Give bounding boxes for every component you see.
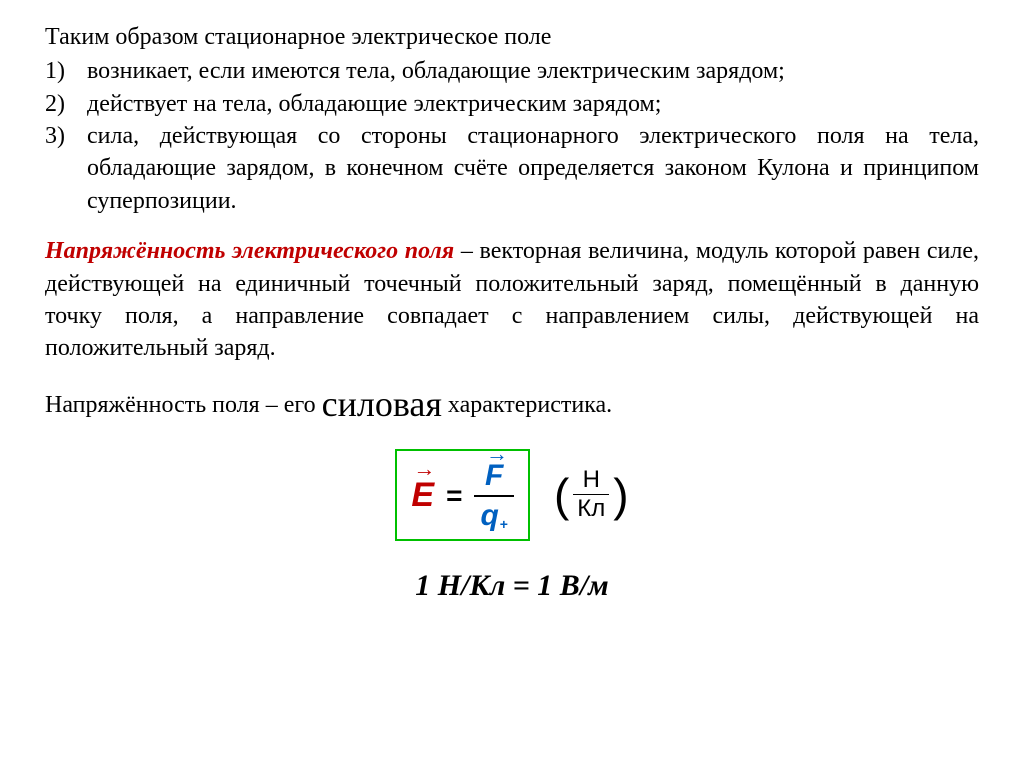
list-number: 1)	[45, 55, 87, 87]
list-item: 2) действует на тела, обладающие электри…	[45, 88, 979, 120]
fraction: → F q+	[474, 459, 514, 533]
units-parentheses: ( Н Кл )	[554, 466, 629, 523]
E-vector: → E	[411, 476, 434, 515]
char-emphasis: силовая	[322, 384, 442, 424]
list-number: 3)	[45, 120, 87, 217]
intro-line: Таким образом стационарное электрическое…	[45, 22, 979, 53]
summary-list: 1) возникает, если имеются тела, обладаю…	[45, 55, 979, 217]
arrow-icon: →	[413, 466, 435, 472]
list-item: 3) сила, действующая со стороны стациона…	[45, 120, 979, 217]
open-paren: (	[554, 472, 569, 518]
formula-box: → E = → F q+	[395, 449, 530, 541]
definition-term: Напряжённость электрического поля	[45, 238, 454, 264]
q-subscript-plus: +	[500, 516, 508, 532]
units-fraction: Н Кл	[573, 466, 609, 523]
F-vector: → F	[485, 459, 503, 493]
list-text: сила, действующая со стороны стационарно…	[87, 120, 979, 217]
list-text: возникает, если имеются тела, обладающие…	[87, 55, 979, 87]
formula-row: → E = → F q+ ( Н	[45, 449, 979, 541]
q-symbol: q	[480, 499, 498, 532]
arrow-icon: →	[486, 451, 508, 457]
list-text: действует на тела, обладающие электричес…	[87, 88, 979, 120]
unit-coulomb: Кл	[573, 495, 609, 523]
list-item: 1) возникает, если имеются тела, обладаю…	[45, 55, 979, 87]
characteristic-line: Напряжённость поля – его силовая характе…	[45, 383, 979, 425]
definition-paragraph: Напряжённость электрического поля – вект…	[45, 235, 979, 365]
E-symbol: E	[411, 476, 434, 514]
char-pre: Напряжённость поля – его	[45, 392, 322, 418]
unit-newton: Н	[579, 466, 604, 494]
list-number: 2)	[45, 88, 87, 120]
equals-sign: =	[446, 480, 462, 512]
char-post: характеристика.	[442, 392, 612, 418]
unit-conversion: 1 Н/Кл = 1 В/м	[45, 569, 979, 603]
close-paren: )	[613, 472, 628, 518]
